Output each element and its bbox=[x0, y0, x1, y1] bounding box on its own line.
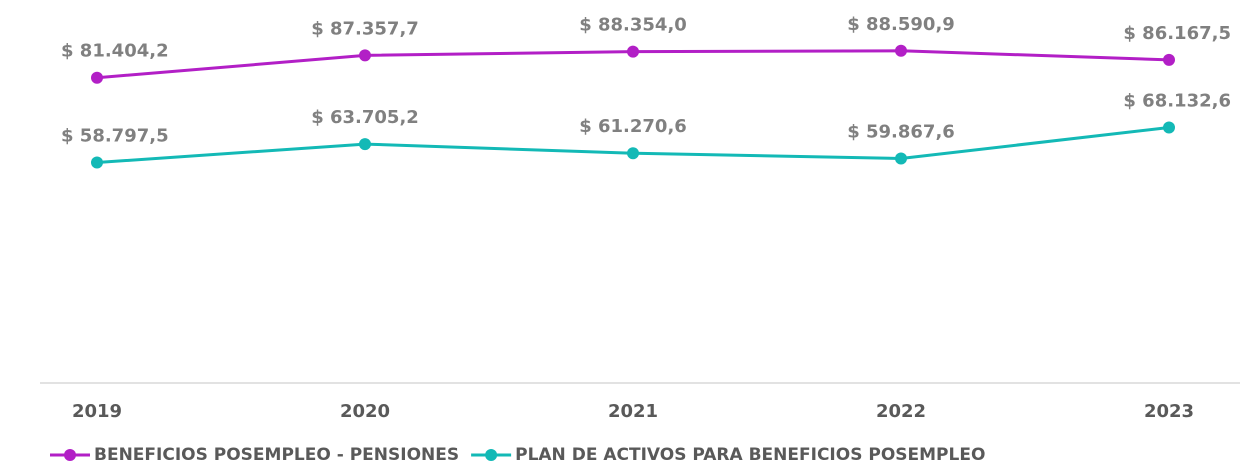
data-label: $ 61.270,6 bbox=[579, 116, 687, 137]
legend-label: PLAN DE ACTIVOS PARA BENEFICIOS POSEMPLE… bbox=[515, 445, 985, 463]
data-point bbox=[359, 138, 371, 151]
data-label: $ 68.132,6 bbox=[1123, 91, 1231, 112]
data-label: $ 88.354,0 bbox=[579, 15, 687, 36]
x-tick-label: 2022 bbox=[876, 401, 926, 422]
data-point bbox=[91, 71, 103, 84]
x-tick-label: 2019 bbox=[72, 401, 122, 422]
data-label: $ 63.705,2 bbox=[311, 107, 419, 128]
legend-marker bbox=[485, 449, 498, 461]
data-point bbox=[91, 156, 103, 169]
data-point bbox=[1163, 121, 1175, 134]
data-label: $ 88.590,9 bbox=[847, 14, 955, 35]
x-tick-label: 2021 bbox=[608, 401, 658, 422]
data-label: $ 58.797,5 bbox=[61, 126, 169, 147]
data-label: $ 87.357,7 bbox=[311, 18, 419, 39]
data-label: $ 59.867,6 bbox=[847, 121, 955, 142]
legend-marker bbox=[64, 449, 76, 461]
data-point bbox=[627, 147, 639, 160]
x-tick-label: 2023 bbox=[1144, 401, 1194, 422]
data-label: $ 81.404,2 bbox=[61, 41, 169, 62]
data-point bbox=[1163, 53, 1175, 66]
x-tick-label: 2020 bbox=[340, 401, 390, 422]
data-point bbox=[359, 49, 371, 62]
data-point bbox=[895, 44, 907, 57]
data-label: $ 86.167,5 bbox=[1123, 23, 1231, 44]
data-point bbox=[627, 45, 639, 58]
legend-label: BENEFICIOS POSEMPLEO - PENSIONES bbox=[94, 445, 459, 463]
data-point bbox=[895, 152, 907, 165]
